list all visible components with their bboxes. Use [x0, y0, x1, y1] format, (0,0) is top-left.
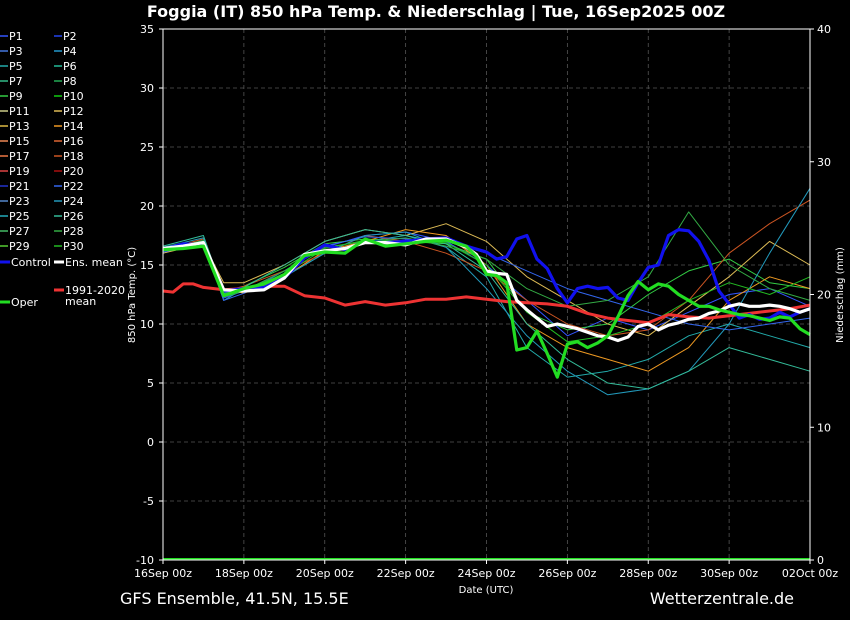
legend-item-p18: P18 [63, 150, 84, 163]
legend-item-p22: P22 [63, 180, 84, 193]
y-axis-label: 850 hPa Temp. (°C) [127, 247, 138, 343]
x-axis-label: Date (UTC) [459, 585, 514, 596]
y-tick-label: 25 [140, 141, 154, 154]
legend-item-oper: Oper [11, 296, 38, 309]
footer-model-info: GFS Ensemble, 41.5N, 15.5E [120, 589, 349, 608]
legend-item-p16: P16 [63, 135, 84, 148]
series-line-p14 [162, 229, 811, 372]
legend-item-control: Control [11, 256, 51, 269]
y2-tick-label: 0 [817, 554, 824, 567]
legend-item-ens-mean: Ens. mean [65, 256, 123, 269]
y2-tick-label: 30 [817, 156, 831, 169]
legend-item-p25: P25 [9, 210, 30, 223]
legend-item-p15: P15 [9, 135, 30, 148]
legend-item-p2: P2 [63, 30, 77, 43]
legend-item-p30: P30 [63, 240, 84, 253]
legend-item-p11: P11 [9, 105, 30, 118]
grid [162, 28, 811, 561]
legend-item-p4: P4 [63, 45, 77, 58]
legend-item-p21: P21 [9, 180, 30, 193]
legend-item-p8: P8 [63, 75, 77, 88]
x-tick-label: 24Sep 00z [458, 567, 516, 580]
legend-item-p3: P3 [9, 45, 23, 58]
y-tick-label: 30 [140, 82, 154, 95]
series-line-ens-mean [162, 237, 811, 343]
y-tick-label: 20 [140, 200, 154, 213]
y-tick-label: 10 [140, 318, 154, 331]
y-tick-label: -5 [143, 495, 154, 508]
chart-title: Foggia (IT) 850 hPa Temp. & Niederschlag… [147, 2, 725, 22]
x-tick-label: 02Oct 00z [782, 567, 839, 580]
legend-item-p19: P19 [9, 165, 30, 178]
series-line-p18 [162, 199, 811, 337]
y-tick-label: 5 [147, 377, 154, 390]
series-layer [162, 188, 811, 560]
footer-brand: Wetterzentrale.de [650, 589, 794, 608]
x-tick-label: 26Sep 00z [538, 567, 596, 580]
legend-item-p28: P28 [63, 225, 84, 238]
legend-item-p17: P17 [9, 150, 30, 163]
legend-item-p27: P27 [9, 225, 30, 238]
legend-item-p24: P24 [63, 195, 84, 208]
legend-item-p5: P5 [9, 60, 23, 73]
legend-item-p20: P20 [63, 165, 84, 178]
legend-item-p1: P1 [9, 30, 23, 43]
y2-tick-label: 20 [817, 289, 831, 302]
series-line-oper [162, 237, 811, 379]
legend-item-p6: P6 [63, 60, 77, 73]
x-tick-label: 30Sep 00z [700, 567, 758, 580]
legend-item-p14: P14 [63, 120, 84, 133]
legend-item-p23: P23 [9, 195, 30, 208]
legend-item-p29: P29 [9, 240, 30, 253]
y-tick-label: 0 [147, 436, 154, 449]
legend: P1 P2 P3 P4 P5 P6 P7 P8 P9 P10 P11 P12 P13 P14 P15 P16 P… [0, 30, 125, 309]
y2-tick-label: 40 [817, 23, 831, 36]
legend-item-p7: P7 [9, 75, 23, 88]
series-line-control [162, 228, 811, 321]
y-tick-label: 35 [140, 23, 154, 36]
legend-item-p10: P10 [63, 90, 84, 103]
legend-item-p26: P26 [63, 210, 84, 223]
legend-item-p13: P13 [9, 120, 30, 133]
y2-tick-label: 10 [817, 421, 831, 434]
x-tick-label: 20Sep 00z [296, 567, 354, 580]
y-axis-ticks: 35 30 25 20 15 10 5 0 -5 -10 [136, 23, 163, 567]
x-axis-ticks: 16Sep 00z 18Sep 00z 20Sep 00z 22Sep 00z 24Se… [134, 560, 838, 580]
y2-axis-ticks: 40 30 20 10 0 [810, 23, 831, 567]
legend-item-p12: P12 [63, 105, 84, 118]
x-tick-label: 22Sep 00z [377, 567, 435, 580]
series-line-p12 [162, 223, 811, 337]
x-tick-label: 18Sep 00z [215, 567, 273, 580]
y2-axis-label: Niederschlag (mm) [835, 247, 846, 343]
legend-item-p9: P9 [9, 90, 23, 103]
legend-item-1991-2020-mean: 1991-2020 mean [65, 284, 125, 308]
y-tick-label: -10 [136, 554, 154, 567]
x-tick-label: 28Sep 00z [619, 567, 677, 580]
y-tick-label: 15 [140, 259, 154, 272]
x-tick-label: 16Sep 00z [134, 567, 192, 580]
